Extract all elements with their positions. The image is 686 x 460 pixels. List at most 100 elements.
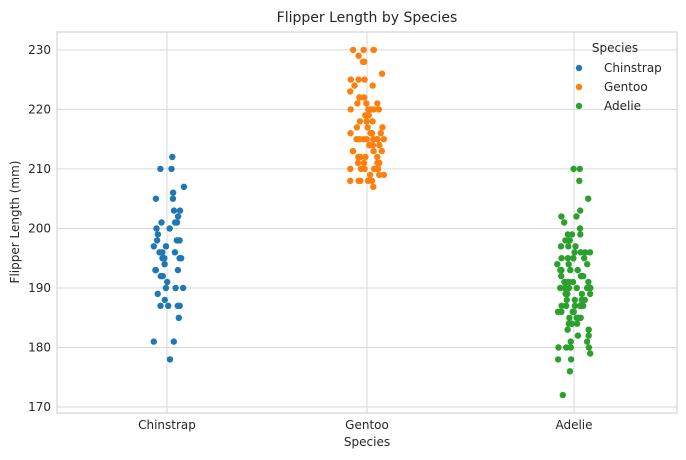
- data-point-gentoo: [363, 136, 370, 143]
- data-point-adelie: [554, 356, 562, 363]
- data-point-adelie: [562, 284, 569, 292]
- data-point-adelie: [577, 272, 585, 280]
- data-point-chinstrap: [171, 249, 179, 256]
- data-point-gentoo: [370, 46, 377, 54]
- data-point-chinstrap: [169, 195, 177, 202]
- data-point-chinstrap: [159, 272, 166, 280]
- data-point-adelie: [571, 296, 578, 304]
- y-axis-label: Flipper Length (mm): [8, 161, 22, 284]
- data-point-gentoo: [356, 94, 363, 101]
- legend-label-gentoo: Gentoo: [604, 80, 648, 94]
- data-point-adelie: [555, 344, 562, 351]
- y-tick-label: 220: [28, 102, 51, 116]
- data-point-gentoo: [353, 124, 361, 131]
- y-tick-label: 180: [28, 341, 51, 355]
- data-point-chinstrap: [161, 255, 168, 262]
- data-point-gentoo: [349, 147, 357, 155]
- data-point-gentoo: [379, 124, 386, 131]
- data-point-adelie: [572, 243, 579, 250]
- data-point-adelie: [557, 243, 565, 250]
- data-point-gentoo: [376, 141, 383, 149]
- data-point-adelie: [576, 177, 583, 184]
- data-point-adelie: [570, 255, 577, 262]
- data-point-adelie: [570, 165, 577, 173]
- data-point-adelie: [577, 207, 584, 214]
- data-point-gentoo: [376, 171, 383, 179]
- data-point-chinstrap: [161, 261, 168, 268]
- data-point-gentoo: [363, 100, 370, 107]
- x-tick-label: Adelie: [555, 418, 592, 432]
- data-point-adelie: [585, 195, 592, 202]
- data-point-chinstrap: [156, 249, 163, 256]
- data-point-gentoo: [370, 106, 377, 113]
- data-point-adelie: [587, 350, 594, 357]
- data-point-gentoo: [373, 136, 381, 143]
- data-point-gentoo: [360, 159, 368, 167]
- data-point-gentoo: [380, 136, 387, 143]
- data-point-adelie: [565, 243, 572, 250]
- data-point-gentoo: [370, 183, 377, 190]
- data-point-gentoo: [374, 159, 381, 167]
- data-point-chinstrap: [158, 219, 165, 226]
- y-tick-label: 210: [28, 162, 51, 176]
- data-point-adelie: [580, 302, 587, 309]
- data-point-adelie: [585, 332, 592, 339]
- data-point-adelie: [571, 302, 579, 309]
- data-point-gentoo: [347, 165, 354, 173]
- data-point-chinstrap: [153, 237, 161, 244]
- data-point-chinstrap: [150, 338, 157, 345]
- data-point-adelie: [576, 165, 583, 173]
- data-point-adelie: [563, 296, 570, 304]
- data-point-adelie: [578, 290, 586, 298]
- chart-title: Flipper Length by Species: [277, 10, 458, 26]
- data-point-adelie: [576, 225, 584, 232]
- data-point-adelie: [568, 320, 575, 327]
- data-point-gentoo: [355, 76, 362, 83]
- data-point-adelie: [586, 290, 594, 298]
- data-point-gentoo: [380, 171, 388, 179]
- data-point-adelie: [581, 249, 589, 256]
- data-point-gentoo: [361, 76, 368, 83]
- data-point-adelie: [585, 344, 593, 351]
- data-point-gentoo: [374, 100, 381, 107]
- data-point-adelie: [567, 344, 574, 351]
- data-point-gentoo: [366, 141, 373, 149]
- data-point-gentoo: [347, 130, 354, 137]
- data-point-chinstrap: [175, 237, 182, 244]
- data-point-adelie: [585, 278, 592, 286]
- data-point-chinstrap: [176, 207, 184, 214]
- data-point-chinstrap: [164, 278, 171, 286]
- data-point-chinstrap: [170, 338, 177, 345]
- data-point-chinstrap: [174, 213, 182, 220]
- data-point-adelie: [573, 314, 580, 321]
- data-point-gentoo: [378, 147, 385, 155]
- data-point-gentoo: [351, 82, 358, 89]
- data-point-chinstrap: [175, 314, 182, 321]
- data-point-adelie: [562, 237, 569, 244]
- data-point-gentoo: [374, 153, 381, 161]
- data-point-chinstrap: [152, 266, 159, 274]
- data-point-adelie: [563, 344, 570, 351]
- data-point-gentoo: [369, 118, 376, 125]
- x-axis-label: Species: [344, 435, 390, 449]
- data-point-adelie: [569, 308, 576, 315]
- data-point-gentoo: [347, 88, 354, 95]
- data-point-adelie: [571, 249, 578, 256]
- data-point-chinstrap: [170, 207, 178, 214]
- data-point-adelie: [574, 266, 581, 274]
- data-point-adelie: [554, 261, 561, 268]
- data-point-gentoo: [355, 52, 362, 59]
- data-point-adelie: [573, 284, 580, 292]
- data-point-gentoo: [368, 177, 376, 184]
- gridlines: [57, 32, 677, 413]
- data-point-gentoo: [360, 46, 367, 54]
- data-point-adelie: [559, 391, 566, 399]
- data-point-adelie: [585, 326, 592, 333]
- data-point-chinstrap: [173, 219, 181, 226]
- data-point-adelie: [564, 326, 571, 333]
- data-point-adelie: [573, 320, 581, 327]
- data-point-adelie: [558, 255, 565, 262]
- data-point-adelie: [565, 261, 572, 268]
- y-tick-label: 230: [28, 43, 51, 57]
